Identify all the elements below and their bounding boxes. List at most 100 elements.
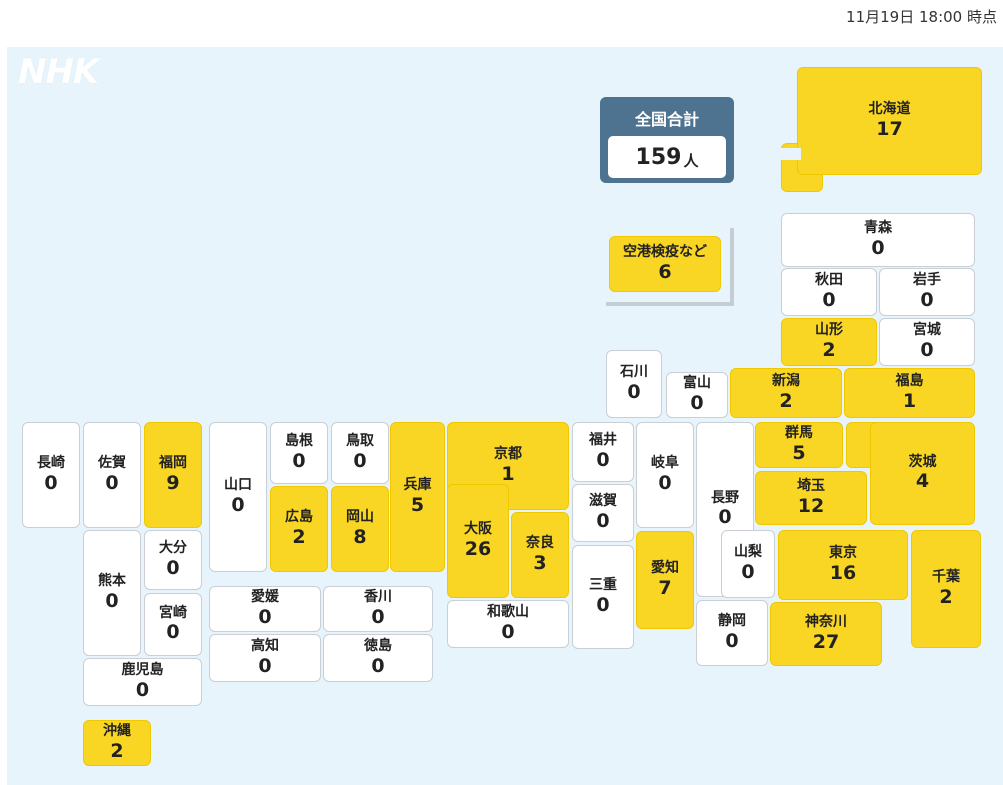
prefecture-count: 0 [44,471,58,494]
prefecture-shimane: 島根 0 [270,422,328,484]
prefecture-name: 滋賀 [589,493,617,510]
prefecture-tokyo: 東京 16 [778,530,908,600]
hokkaido-notch [781,148,801,160]
prefecture-count: 0 [135,678,150,701]
prefecture-name: 奈良 [526,535,554,552]
prefecture-count: 5 [410,493,425,516]
prefecture-count: 2 [292,525,306,548]
prefecture-airport: 空港検疫など 6 [609,236,721,292]
prefecture-hyogo: 兵庫 5 [390,422,445,572]
prefecture-name: 長野 [711,489,739,506]
prefecture-name: 鹿児島 [121,662,164,679]
national-total-box: 全国合計 159 人 [600,97,734,183]
prefecture-name: 群馬 [785,425,813,442]
prefecture-kochi: 高知 0 [209,634,321,682]
national-total-unit: 人 [683,151,699,170]
prefecture-count: 0 [718,506,732,529]
prefecture-mie: 三重 0 [572,545,634,649]
prefecture-count: 1 [501,462,515,485]
prefecture-name: 長崎 [37,455,65,472]
prefecture-name: 東京 [829,545,857,562]
prefecture-name: 千葉 [932,569,960,586]
prefecture-shiga: 滋賀 0 [572,484,634,542]
prefecture-count: 0 [920,288,934,311]
prefecture-nagasaki: 長崎 0 [22,422,80,528]
prefecture-kagoshima: 鹿児島 0 [83,658,202,706]
prefecture-hokkaido: 北海道 17 [797,67,982,175]
prefecture-kanagawa: 神奈川 27 [770,602,882,666]
prefecture-count: 0 [741,560,755,583]
prefecture-count: 26 [464,537,492,560]
prefecture-count: 0 [258,654,272,677]
prefecture-gifu: 岐阜 0 [636,422,694,528]
prefecture-yamaguchi: 山口 0 [209,422,267,572]
prefecture-name: 秋田 [815,272,843,289]
prefecture-count: 6 [658,260,672,283]
prefecture-tokushima: 徳島 0 [323,634,433,682]
national-total-value: 159 [635,144,682,170]
prefecture-count: 0 [231,493,245,516]
prefecture-count: 0 [371,654,385,677]
prefecture-count: 0 [105,471,119,494]
prefecture-name: 北海道 [868,101,911,118]
prefecture-name: 埼玉 [797,478,825,495]
prefecture-count: 2 [779,389,793,412]
prefecture-name: 愛知 [651,560,679,577]
prefecture-name: 石川 [620,364,648,381]
prefecture-name: 空港検疫など [623,244,707,261]
prefecture-count: 0 [822,288,836,311]
national-total-value-box: 159 人 [608,136,726,178]
prefecture-name: 富山 [683,375,711,392]
prefecture-count: 0 [596,593,610,616]
prefecture-name: 神奈川 [805,614,847,631]
prefecture-count: 4 [915,470,930,493]
prefecture-name: 鳥取 [346,433,374,450]
prefecture-name: 高知 [251,638,279,655]
prefecture-count: 2 [822,338,836,361]
prefecture-name: 香川 [364,589,392,606]
prefecture-count: 12 [797,494,825,517]
prefecture-name: 福井 [589,432,617,449]
prefecture-yamagata: 山形 2 [781,318,877,366]
prefecture-hiroshima: 広島 2 [270,486,328,572]
prefecture-count: 8 [353,525,367,548]
prefecture-iwate: 岩手 0 [879,268,975,316]
prefecture-name: 大阪 [464,521,492,538]
prefecture-gunma: 群馬 5 [755,422,843,468]
prefecture-kumamoto: 熊本 0 [83,530,141,656]
prefecture-name: 岡山 [346,509,374,526]
prefecture-name: 熊本 [98,573,126,590]
prefecture-name: 三重 [589,577,617,594]
prefecture-name: 京都 [494,446,522,463]
prefecture-count: 2 [110,739,124,762]
prefecture-count: 3 [533,551,547,574]
prefecture-count: 0 [596,448,610,471]
prefecture-ibaraki: 茨城 4 [870,422,975,525]
prefecture-tottori: 鳥取 0 [331,422,389,484]
prefecture-ishikawa: 石川 0 [606,350,662,418]
prefecture-name: 愛媛 [251,589,279,606]
prefecture-fukuoka: 福岡 9 [144,422,202,528]
prefecture-name: 福島 [895,373,924,390]
prefecture-chiba: 千葉 2 [911,530,981,648]
prefecture-name: 福岡 [159,455,187,472]
prefecture-count: 0 [353,449,367,472]
prefecture-count: 2 [939,585,953,608]
prefecture-count: 0 [258,605,272,628]
prefecture-name: 沖縄 [103,723,131,740]
prefecture-shizuoka: 静岡 0 [696,600,768,666]
prefecture-toyama: 富山 0 [666,372,728,418]
prefecture-oita: 大分 0 [144,530,202,590]
prefecture-count: 1 [902,389,917,412]
prefecture-name: 宮崎 [159,604,187,621]
prefecture-kagawa: 香川 0 [323,586,433,632]
prefecture-akita: 秋田 0 [781,268,877,316]
prefecture-name: 青森 [864,220,892,237]
prefecture-name: 宮城 [913,322,941,339]
prefecture-ehime: 愛媛 0 [209,586,321,632]
prefecture-okinawa: 沖縄 2 [83,720,151,766]
nhk-logo: NHK [18,52,99,92]
prefecture-count: 0 [501,620,515,643]
prefecture-count: 0 [105,589,119,612]
prefecture-count: 16 [829,561,857,584]
